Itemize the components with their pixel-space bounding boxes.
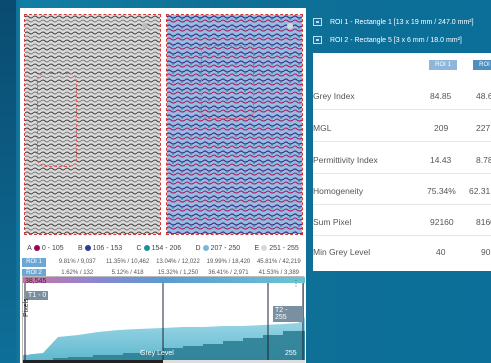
legend-range: 207 - 250 — [210, 244, 241, 252]
y-axis-label: Pixels — [23, 298, 30, 317]
roi-tag: ROI 2 — [22, 268, 46, 278]
roi-cell: 41.53% / 3,389 — [258, 270, 300, 276]
roi-cell: 45.81% / 42,219 — [256, 259, 301, 265]
grey-level-histogram[interactable]: 38,545 T1 - 0 T2 - 255 ⋮ Pixels Grey Lev… — [22, 276, 305, 363]
roi-row-2: ROI 2 1.62% / 132 5.12% / 418 15.32% / 1… — [22, 268, 304, 278]
stat-label: Permittivity Index — [313, 155, 378, 165]
separator — [313, 204, 491, 205]
legend-item-d: D 207 - 250 — [196, 245, 241, 252]
histogram-plot — [23, 277, 305, 363]
separator — [313, 173, 491, 174]
legend-letter: A — [27, 244, 32, 252]
x-axis-label: Grey Level — [140, 350, 174, 357]
stat-label: Homogeneity — [313, 186, 364, 196]
original-texture — [25, 15, 160, 234]
original-image[interactable] — [24, 14, 161, 235]
roi-1-legend: ROI 1 - Rectangle 1 [13 x 19 mm / 247.0 … — [313, 15, 491, 29]
left-strip — [0, 0, 16, 363]
roi-2-header: ROI 2 — [473, 60, 491, 70]
stats-panel: ROI 1 - Rectangle 1 [13 x 19 mm / 247.0 … — [313, 10, 491, 271]
x-min-label: 0 — [26, 350, 30, 357]
roi-1-icon — [313, 18, 322, 26]
stat-value-roi2: 8160 — [476, 217, 491, 227]
legend-item-e: E 251 - 255 — [255, 245, 299, 252]
control-dot[interactable] — [287, 23, 293, 29]
color-dot — [33, 245, 40, 251]
stat-value-roi2: 8.78 — [476, 155, 491, 165]
legend-letter: B — [77, 244, 83, 252]
colorized-image[interactable] — [166, 14, 303, 235]
stat-value-roi1: 14.43 — [430, 155, 452, 165]
roi-cell: 19.99% / 18,420 — [206, 259, 251, 265]
legend-range: 0 - 105 — [41, 244, 64, 252]
color-dot — [84, 245, 91, 251]
t1-tag[interactable]: T1 - 0 — [26, 291, 49, 300]
stat-value-roi1: 209 — [434, 123, 449, 133]
legend-range: 251 - 255 — [269, 244, 299, 252]
roi-cell: 15.32% / 1,250 — [157, 270, 199, 276]
colorized-texture — [167, 15, 302, 234]
roi-cell: 9.81% / 9,037 — [58, 259, 96, 265]
roi-tag: ROI 1 — [22, 257, 46, 267]
stat-value-roi1: 92160 — [430, 217, 454, 227]
roi-cell: 5.12% / 418 — [111, 270, 144, 276]
stat-value-roi2: 90 — [481, 247, 491, 257]
color-scale-bar — [23, 277, 305, 283]
stat-label: Min Grey Level — [313, 247, 371, 257]
legend-item-a: A 0 - 105 — [27, 245, 63, 252]
legend-range: 154 - 206 — [151, 244, 182, 252]
stat-label: Grey Index — [313, 91, 355, 101]
stat-label: Sum Pixel — [313, 217, 352, 227]
roi-1-header: ROI 1 — [429, 60, 457, 70]
stat-value-roi1: 84.85 — [430, 91, 452, 101]
legend-item-c: C 154 - 206 — [137, 245, 182, 252]
roi-cell: 11.35% / 10,462 — [105, 259, 150, 265]
stat-value-roi2: 227 — [476, 123, 491, 133]
legend-range: 106 - 153 — [92, 244, 123, 252]
color-dot — [143, 245, 150, 251]
t2-tag[interactable]: T2 - 255 — [273, 306, 303, 322]
roi-2-icon — [313, 36, 322, 44]
stat-value-roi1: 40 — [436, 247, 446, 257]
color-dot — [202, 245, 209, 251]
roi-row-1: ROI 1 9.81% / 9,037 11.35% / 10,462 13.0… — [22, 257, 304, 267]
roi-1-label: ROI 1 - Rectangle 1 [13 x 19 mm / 247.0 … — [330, 18, 474, 26]
stat-value-roi2: 48.6 — [476, 91, 491, 101]
roi-cell: 36.41% / 2,971 — [208, 270, 249, 276]
roi-cell: 1.62% / 132 — [61, 270, 94, 276]
roi-1-outline[interactable] — [37, 73, 77, 167]
control-dot[interactable] — [142, 23, 148, 29]
more-menu-icon[interactable]: ⋮ — [292, 279, 300, 288]
roi-cell: 13.04% / 12,022 — [156, 259, 200, 265]
separator — [313, 109, 491, 110]
roi-2-outline[interactable] — [201, 45, 254, 119]
stat-value-roi2: 62.31 — [469, 186, 491, 196]
legend-letter: D — [195, 244, 201, 252]
legend-letter: E — [254, 244, 260, 252]
roi-stats-table: ROI 1 ROI 2 Grey Index 84.85 48.6 MGL 20… — [313, 53, 491, 271]
stat-label: MGL — [313, 123, 332, 133]
separator — [313, 235, 491, 236]
separator — [313, 141, 491, 142]
image-analysis-panel: A 0 - 105 B 106 - 153 C 154 - 206 D 207 - 25… — [20, 8, 306, 363]
roi-2-label: ROI 2 - Rectangle 5 [3 x 6 mm / 18.0 mm²… — [330, 36, 462, 44]
stat-value-roi1: 75.34% — [427, 186, 456, 196]
color-dot — [261, 245, 268, 251]
histogram-roi-series — [33, 331, 305, 363]
grey-scale-bar-light — [163, 360, 305, 363]
x-max-label: 255 — [285, 350, 297, 357]
grey-range-legend: A 0 - 105 B 106 - 153 C 154 - 206 D 207 - 25… — [20, 242, 306, 254]
legend-letter: C — [136, 244, 142, 252]
roi-2-legend: ROI 2 - Rectangle 5 [3 x 6 mm / 18.0 mm²… — [313, 33, 491, 47]
legend-item-b: B 106 - 153 — [78, 245, 122, 252]
y-max-label: 38,545 — [25, 278, 47, 285]
